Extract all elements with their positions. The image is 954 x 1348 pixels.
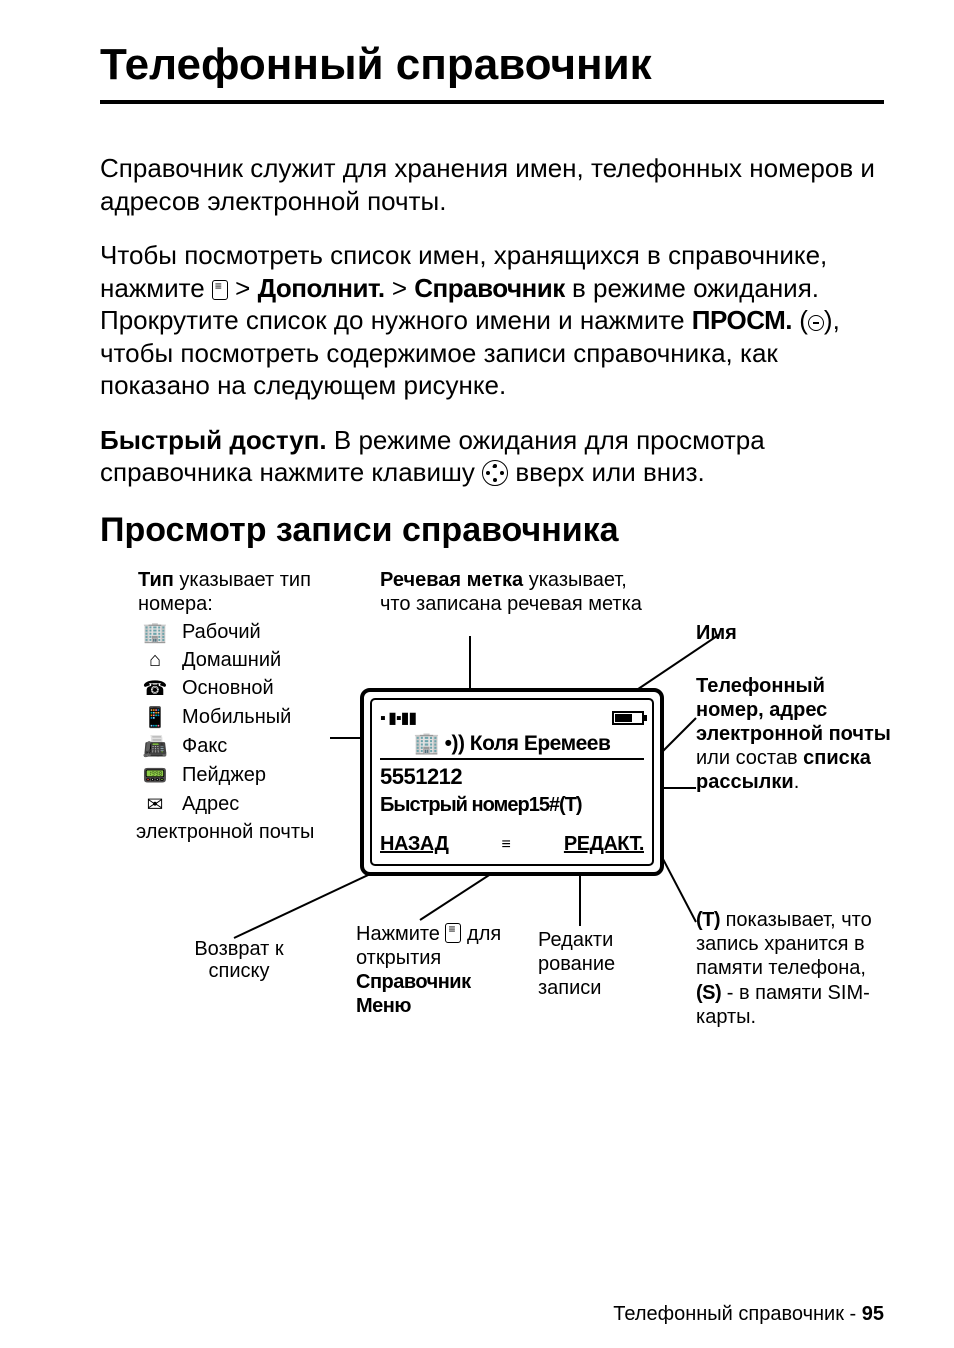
type-item: 📠 Факс — [138, 734, 378, 759]
type-icon: ✉ — [138, 792, 172, 817]
t-a: показывает, что запись хранится в памяти… — [696, 909, 872, 980]
softkey-edit[interactable]: РЕДАКТ. — [564, 833, 644, 856]
press-callout: Нажмите для открытия Справочник Меню — [356, 922, 526, 1018]
menu-icon-2 — [445, 923, 461, 943]
quick-b: вверх или вниз. — [508, 457, 705, 487]
storage-callout: (T) показывает, что запись хранится в па… — [696, 908, 896, 1030]
type-item: 📟 Пейджер — [138, 763, 378, 788]
type-label: Рабочий — [182, 621, 261, 644]
signal-icon: ▪ ▮▪▮▮ — [380, 708, 416, 728]
type-icon: ⌂ — [138, 649, 172, 672]
type-item: 🏢 Рабочий — [138, 620, 378, 645]
softkey-menu-icon[interactable]: ≡ — [501, 836, 510, 854]
rd1: Телефонный номер, адрес электронной почт… — [696, 675, 891, 745]
footer-text: Телефонный справочник — [613, 1303, 844, 1325]
type-label: Домашний — [182, 649, 281, 672]
type-item: ☎ Основной — [138, 676, 378, 701]
t-marker: (T) — [696, 909, 720, 931]
press-m2: Меню — [356, 994, 526, 1018]
back-callout: Возврат к списку — [174, 938, 304, 982]
phone-screen: ▪ ▮▪▮▮ 🏢 •)) Коля Еремеев 5551212 Быстры… — [360, 688, 664, 876]
battery-icon — [612, 711, 644, 725]
type-icon: 📠 — [138, 734, 172, 759]
edit-callout: Редакти рование записи — [538, 928, 658, 1000]
entry-speed: Быстрый номер15#(T) — [380, 794, 582, 817]
nav-key-icon — [482, 460, 508, 486]
page-title: Телефонный справочник — [100, 40, 884, 104]
press-a: Нажмите — [356, 923, 445, 945]
t-b: - в памяти SIM-карты. — [696, 982, 870, 1028]
type-icon: 🏢 — [138, 620, 172, 645]
footer-page: 95 — [862, 1303, 884, 1325]
voice-legend: Речевая метка указывает, что записана ре… — [380, 568, 660, 616]
instruction-paragraph: Чтобы посмотреть список имен, хранящихся… — [100, 239, 884, 402]
menu-path-2: Справочник — [414, 273, 565, 303]
type-tail: электронной почты — [136, 821, 378, 844]
intro-paragraph: Справочник служит для хранения имен, тел… — [100, 152, 884, 217]
diagram: Тип указывает тип номера: 🏢Рабочий⌂Домаш… — [100, 568, 884, 1128]
quick-label: Быстрый доступ. — [100, 425, 327, 455]
section-title: Просмотр записи справочника — [100, 511, 884, 550]
type-label: Факс — [182, 735, 227, 758]
type-head-bold: Тип — [138, 569, 174, 591]
softkey-back[interactable]: НАЗАД — [380, 833, 448, 856]
type-label: Мобильный — [182, 706, 291, 729]
type-item: 📱 Мобильный — [138, 705, 378, 730]
rd2: или состав — [696, 747, 803, 769]
menu-icon — [212, 280, 228, 300]
s-marker: (S) — [696, 982, 721, 1004]
type-icon: 📟 — [138, 763, 172, 788]
type-label: Адрес — [182, 793, 239, 816]
type-icon: ☎ — [138, 676, 172, 701]
type-label: Пейджер — [182, 764, 266, 787]
page-footer: Телефонный справочник - 95 — [613, 1303, 884, 1326]
entry-name: 🏢 •)) Коля Еремеев — [380, 732, 644, 760]
type-legend: Тип указывает тип номера: 🏢Рабочий⌂Домаш… — [138, 568, 378, 844]
name-callout: Имя — [696, 622, 737, 645]
type-icon: 📱 — [138, 705, 172, 730]
number-callout: Телефонный номер, адрес электронной почт… — [696, 674, 896, 794]
prosm-key: ПРОСМ. — [692, 305, 792, 335]
type-label: Основной — [182, 677, 274, 700]
entry-number: 5551212 — [380, 764, 462, 790]
type-item: ⌂ Домашний — [138, 649, 378, 672]
type-item: ✉ Адрес — [138, 792, 378, 817]
press-m1: Справочник — [356, 970, 526, 994]
menu-path-1: Дополнит. — [258, 273, 385, 303]
voice-bold: Речевая метка — [380, 569, 523, 591]
quick-access-paragraph: Быстрый доступ. В режиме ожидания для пр… — [100, 424, 884, 489]
